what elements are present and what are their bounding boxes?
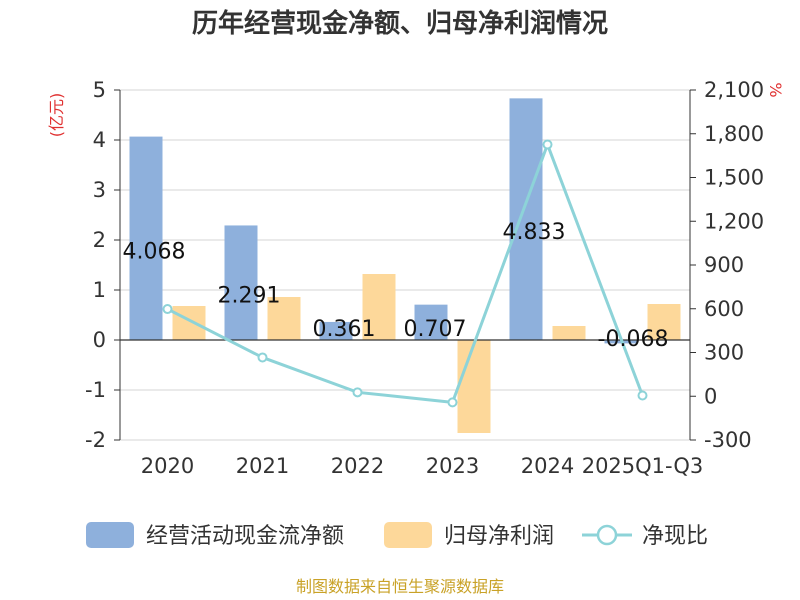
right-tick-label: 1,800	[704, 122, 764, 146]
cash-flow-bar	[414, 304, 448, 340]
source-note: 制图数据来自恒生聚源数据库	[296, 577, 504, 596]
ratio-point	[257, 352, 268, 363]
net-profit-bar	[457, 340, 491, 433]
net-profit-bar	[552, 326, 586, 340]
right-axis-unit: %	[766, 82, 785, 97]
ratio-point	[637, 390, 648, 401]
chart-title: 历年经营现金净额、归母净利润情况	[192, 8, 608, 39]
legend-swatch-net-profit	[384, 522, 432, 548]
ratio-line-path	[166, 140, 644, 404]
x-tick-label: 2024	[521, 454, 574, 478]
right-tick-label: 900	[704, 253, 744, 277]
x-tick-label: 2025Q1-Q3	[582, 454, 704, 478]
cash-flow-bar	[224, 225, 258, 340]
x-tick-label: 2020	[141, 454, 194, 478]
left-tick-label: 2	[93, 228, 106, 252]
left-tick-label: 3	[93, 178, 106, 202]
left-tick-label: 0	[93, 328, 106, 352]
net-profit-bar	[647, 304, 681, 340]
data-labels: 4.068 2.291 0.361 0.707 4.833 -0.068	[123, 220, 669, 352]
data-label: 0.707	[404, 317, 467, 342]
net-profit-bar	[267, 297, 301, 340]
cash-flow-bar	[129, 136, 163, 340]
left-tick-label: -1	[85, 378, 106, 402]
legend: 经营活动现金流净额 归母净利润 净现比	[86, 522, 708, 549]
net-profit-bar	[362, 274, 396, 340]
axes: 5 4 3 2 1 0 -1 -2 2,100 1,800 1,500 1,200 900 600 300 0…	[85, 78, 764, 478]
x-tick-label: 2022	[331, 454, 384, 478]
net-profit-bar	[172, 306, 206, 340]
right-tick-label: 0	[704, 384, 717, 408]
legend-label-cash-flow: 经营活动现金流净额	[146, 524, 344, 549]
right-tick-label: 1,500	[704, 166, 764, 190]
cash-flow-bar	[319, 321, 353, 340]
data-label: 4.068	[123, 239, 186, 264]
right-tick-label: 600	[704, 297, 744, 321]
legend-label-ratio: 净现比	[642, 524, 708, 549]
right-tick-label: 1,200	[704, 209, 764, 233]
cash-flow-bar	[509, 98, 543, 340]
left-axis-unit: (亿元)	[47, 93, 66, 138]
right-tick-label: 2,100	[704, 78, 764, 102]
bars	[129, 98, 681, 433]
legend-label-net-profit: 归母净利润	[444, 524, 554, 549]
x-tick-label: 2023	[426, 454, 479, 478]
ratio-point	[162, 304, 173, 315]
right-tick-label: 300	[704, 341, 744, 365]
left-tick-label: 5	[93, 78, 106, 102]
data-label: 2.291	[218, 284, 281, 309]
right-tick-label: -300	[704, 428, 752, 452]
grid-lines	[120, 89, 690, 441]
legend-swatch-ratio-point	[596, 524, 618, 546]
left-tick-label: 4	[93, 128, 106, 152]
ratio-point	[352, 387, 363, 398]
legend-swatch-cash-flow	[86, 522, 134, 548]
ratio-point	[447, 397, 458, 408]
x-tick-label: 2021	[236, 454, 289, 478]
ratio-line	[162, 139, 648, 408]
ratio-point	[542, 139, 553, 150]
data-label: 0.361	[313, 317, 376, 342]
data-label: 4.833	[503, 220, 566, 245]
left-tick-label: 1	[93, 278, 106, 302]
data-label: -0.068	[598, 327, 669, 352]
left-tick-label: -2	[85, 428, 106, 452]
